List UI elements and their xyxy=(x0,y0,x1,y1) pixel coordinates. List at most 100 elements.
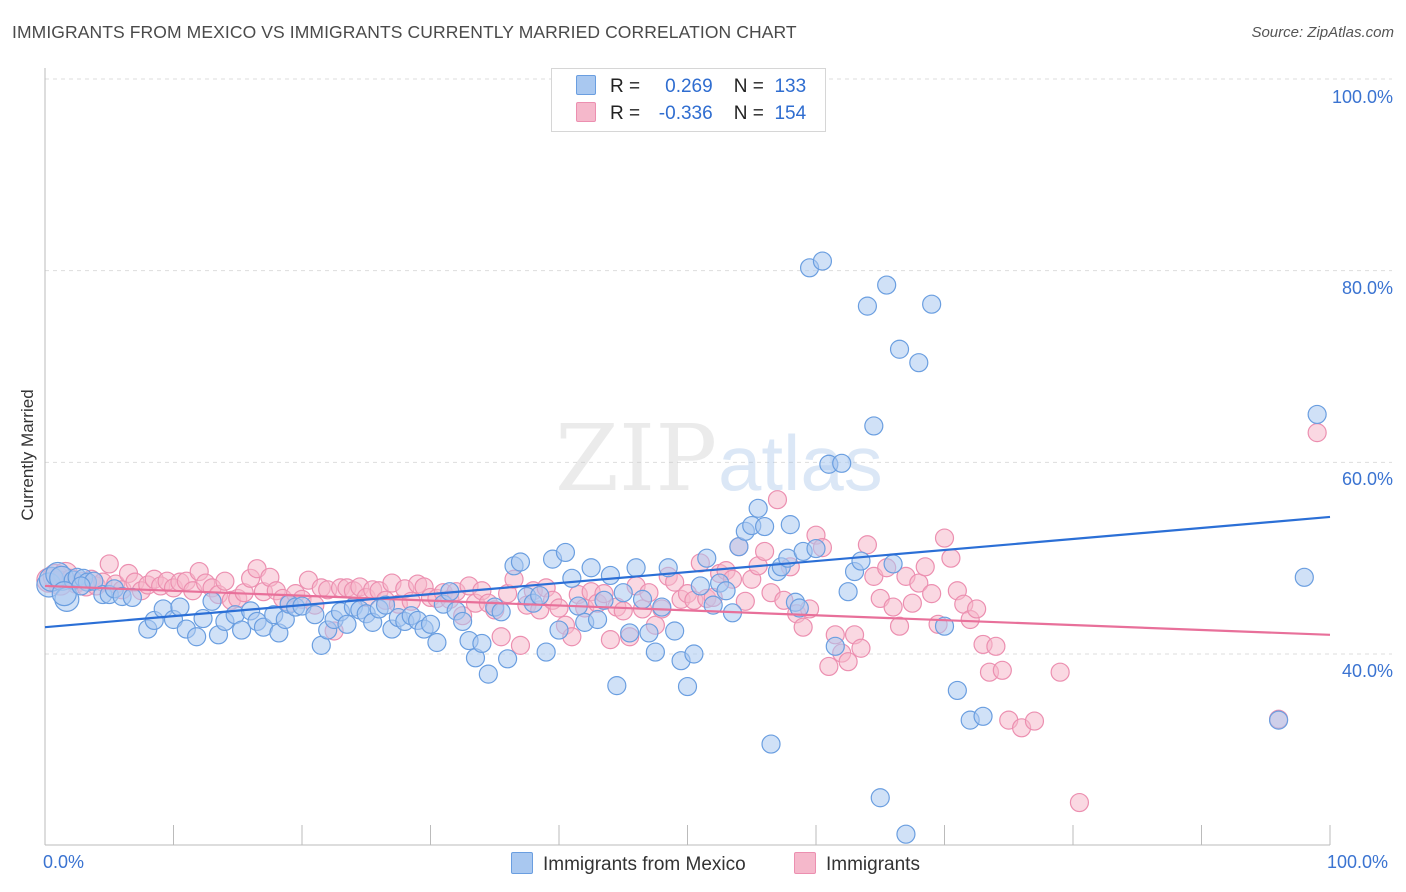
mexico-point xyxy=(420,614,441,634)
mexico-point xyxy=(973,706,993,726)
mexico-point xyxy=(498,649,518,669)
legend-blue-swatch xyxy=(511,852,533,874)
mexico-point xyxy=(187,627,207,647)
watermark-zip: ZIP xyxy=(555,405,717,512)
mexico-point xyxy=(780,515,800,535)
mexico-point xyxy=(620,623,640,643)
mexico-point xyxy=(626,558,646,578)
mexico-point xyxy=(703,595,723,615)
mexico-point xyxy=(581,558,601,578)
immigrants-point xyxy=(1307,423,1327,443)
immigrants-point xyxy=(510,635,531,655)
immigrants-point xyxy=(819,656,839,677)
mexico-point xyxy=(632,589,653,609)
legend-row-immigrants: R = -0.336 N = 154 xyxy=(576,102,806,126)
immigrants-point xyxy=(934,528,955,548)
mexico-point xyxy=(716,581,736,601)
mexico-point xyxy=(870,788,890,808)
mexico-point xyxy=(587,609,608,630)
mexico-point xyxy=(613,583,633,603)
mexico-point xyxy=(71,576,91,596)
mexico-point xyxy=(748,498,768,518)
mexico-point xyxy=(122,587,142,608)
mexico-point xyxy=(600,565,621,586)
mexico-point xyxy=(857,296,878,316)
mexico-point xyxy=(761,734,781,754)
immigrants-point xyxy=(838,652,858,672)
mexico-point xyxy=(825,636,845,656)
immigrants-point xyxy=(491,627,511,647)
r-label: R = xyxy=(610,76,641,97)
immigrants-point xyxy=(215,571,235,591)
immigrants-point xyxy=(754,541,775,562)
mexico-point xyxy=(851,551,871,571)
mexico-point xyxy=(922,294,942,314)
immigrants-point xyxy=(549,598,569,618)
y-tick-100: 100.0% xyxy=(1331,87,1393,107)
r-value-immigrants: -0.336 xyxy=(658,103,713,124)
legend-pink-swatch xyxy=(794,852,816,874)
n-label: N = xyxy=(733,103,764,124)
correlation-legend: R = 0.269 N = 133 R = -0.336 N = 154 xyxy=(551,68,826,132)
mexico-point xyxy=(883,554,903,574)
y-tick-80: 80.0% xyxy=(1341,278,1393,298)
immigrants-point xyxy=(941,548,961,568)
mexico-point xyxy=(789,598,809,618)
mexico-point xyxy=(684,644,704,664)
mexico-point xyxy=(806,538,826,559)
mexico-point xyxy=(337,614,357,634)
y-tick-40: 40.0% xyxy=(1341,661,1393,681)
mexico-point xyxy=(1307,404,1327,425)
immigrants-point xyxy=(1050,662,1070,682)
mexico-point xyxy=(510,552,531,572)
mexico-point xyxy=(170,597,190,617)
legend-item-mexico[interactable]: Immigrants from Mexico xyxy=(511,852,746,876)
n-value-immigrants: 154 xyxy=(774,103,807,124)
mexico-point xyxy=(530,585,550,606)
immigrants-point xyxy=(992,660,1012,680)
legend-item-immigrants[interactable]: Immigrants xyxy=(794,852,920,876)
mexico-point xyxy=(832,453,852,473)
mexico-point xyxy=(838,582,858,602)
x-tick-max: 100.0% xyxy=(1327,852,1389,872)
chart-title: IMMIGRANTS FROM MEXICO VS IMMIGRANTS CUR… xyxy=(12,22,797,42)
mexico-point xyxy=(665,621,685,641)
mexico-point xyxy=(864,416,884,436)
r-value-mexico: 0.269 xyxy=(665,76,713,97)
legend-label-mexico: Immigrants from Mexico xyxy=(543,854,746,875)
mexico-point xyxy=(305,605,325,625)
immigrants-point xyxy=(883,597,903,617)
mexico-point xyxy=(453,611,473,632)
mexico-point xyxy=(472,633,492,654)
mexico-point xyxy=(427,632,447,653)
r-label: R = xyxy=(610,103,641,124)
immigrants-point xyxy=(851,638,871,658)
mexico-point xyxy=(877,275,897,295)
n-label: N = xyxy=(733,76,764,97)
source-label: Source: ZipAtlas.com xyxy=(1251,24,1394,41)
mexico-point xyxy=(594,590,614,610)
immigrants-point xyxy=(1069,792,1090,813)
mexico-point xyxy=(375,595,396,615)
immigrants-point xyxy=(1024,711,1045,731)
mexico-point xyxy=(934,616,955,636)
watermark-atlas: atlas xyxy=(718,419,883,507)
legend-label-immigrants: Immigrants xyxy=(826,854,920,875)
trend-lines xyxy=(44,515,1331,636)
mexico-point xyxy=(1294,567,1314,587)
immigrants-point xyxy=(967,599,987,619)
immigrants-point xyxy=(902,593,922,613)
immigrants-point xyxy=(857,535,878,555)
x-tick-min: 0.0% xyxy=(43,852,85,872)
immigrants-point xyxy=(613,601,633,621)
immigrants-point xyxy=(922,584,942,604)
mexico-point xyxy=(896,824,916,844)
immigrants-point xyxy=(99,554,119,574)
mexico-point xyxy=(690,576,710,596)
mexico-point xyxy=(947,680,967,701)
mexico-point xyxy=(652,597,672,617)
mexico-point xyxy=(754,516,775,537)
mexico-point xyxy=(232,620,252,640)
immigrants-point xyxy=(915,557,935,577)
y-tick-60: 60.0% xyxy=(1341,469,1393,489)
